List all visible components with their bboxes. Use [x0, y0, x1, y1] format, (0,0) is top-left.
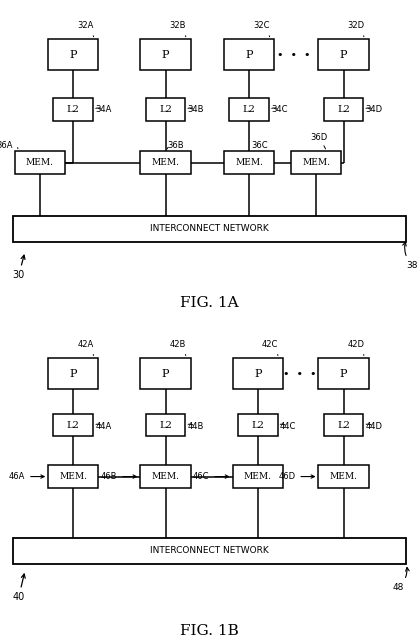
- Text: 48: 48: [392, 567, 409, 592]
- Text: •  •  •: • • •: [277, 50, 310, 60]
- Text: 46A: 46A: [9, 472, 44, 481]
- Bar: [54, 99, 93, 121]
- Text: MEM.: MEM.: [26, 158, 54, 167]
- Text: P: P: [70, 368, 77, 379]
- Text: P: P: [340, 50, 347, 60]
- Bar: [224, 39, 274, 70]
- Text: 32C: 32C: [253, 21, 270, 37]
- Text: 42A: 42A: [78, 340, 94, 355]
- Text: 34B: 34B: [188, 105, 204, 114]
- Bar: [15, 151, 65, 174]
- Bar: [13, 216, 406, 242]
- Text: L2: L2: [67, 105, 80, 114]
- Text: 34C: 34C: [272, 105, 288, 114]
- Text: 44C: 44C: [279, 422, 296, 431]
- Text: •  •  •: • • •: [283, 368, 316, 379]
- Text: 44A: 44A: [95, 422, 111, 431]
- Text: L2: L2: [67, 421, 80, 430]
- Text: 42D: 42D: [348, 340, 365, 355]
- Bar: [54, 414, 93, 437]
- Text: 36A: 36A: [0, 141, 13, 150]
- Bar: [140, 358, 191, 389]
- Text: 30: 30: [13, 255, 25, 281]
- Text: 44B: 44B: [188, 422, 204, 431]
- Bar: [323, 99, 363, 121]
- Text: P: P: [162, 368, 169, 379]
- Text: L2: L2: [251, 421, 264, 430]
- Text: 40: 40: [13, 574, 25, 603]
- Text: FIG. 1B: FIG. 1B: [180, 624, 239, 638]
- Bar: [318, 358, 369, 389]
- Bar: [323, 414, 363, 437]
- Bar: [233, 358, 283, 389]
- Text: 34A: 34A: [95, 105, 112, 114]
- Text: L2: L2: [159, 105, 172, 114]
- Text: MEM.: MEM.: [235, 158, 263, 167]
- Bar: [230, 99, 269, 121]
- Text: 34D: 34D: [365, 105, 383, 114]
- Text: 36D: 36D: [310, 133, 327, 142]
- Text: P: P: [246, 50, 253, 60]
- Bar: [48, 465, 98, 488]
- Text: 38: 38: [403, 242, 418, 270]
- Bar: [140, 39, 191, 70]
- Bar: [48, 358, 98, 389]
- Text: FIG. 1A: FIG. 1A: [180, 296, 239, 310]
- Bar: [238, 414, 277, 437]
- Text: MEM.: MEM.: [152, 472, 179, 481]
- Text: P: P: [70, 50, 77, 60]
- Text: 36B: 36B: [168, 141, 184, 150]
- Bar: [13, 538, 406, 564]
- Bar: [233, 465, 283, 488]
- Text: 36C: 36C: [251, 141, 268, 150]
- Text: P: P: [340, 368, 347, 379]
- Text: MEM.: MEM.: [303, 158, 330, 167]
- Text: L2: L2: [337, 105, 350, 114]
- Bar: [146, 99, 185, 121]
- Text: 46B: 46B: [101, 472, 136, 481]
- Text: MEM.: MEM.: [152, 158, 179, 167]
- Bar: [140, 465, 191, 488]
- Bar: [318, 39, 369, 70]
- Text: 32D: 32D: [348, 21, 365, 37]
- Text: 32B: 32B: [170, 21, 186, 37]
- Text: 32A: 32A: [78, 21, 94, 37]
- Text: MEM.: MEM.: [244, 472, 272, 481]
- Bar: [146, 414, 185, 437]
- Text: P: P: [254, 368, 261, 379]
- Text: 42B: 42B: [170, 340, 186, 355]
- Text: MEM.: MEM.: [330, 472, 357, 481]
- Bar: [291, 151, 341, 174]
- Text: 44D: 44D: [365, 422, 383, 431]
- Text: MEM.: MEM.: [59, 472, 87, 481]
- Text: 42C: 42C: [262, 340, 278, 355]
- Text: L2: L2: [243, 105, 256, 114]
- Bar: [140, 151, 191, 174]
- Bar: [318, 465, 369, 488]
- Text: P: P: [162, 50, 169, 60]
- Text: 46C: 46C: [193, 472, 228, 481]
- Text: 46D: 46D: [278, 472, 314, 481]
- Text: L2: L2: [337, 421, 350, 430]
- Text: INTERCONNECT NETWORK: INTERCONNECT NETWORK: [150, 546, 269, 555]
- Text: L2: L2: [159, 421, 172, 430]
- Bar: [224, 151, 274, 174]
- Bar: [48, 39, 98, 70]
- Text: INTERCONNECT NETWORK: INTERCONNECT NETWORK: [150, 224, 269, 233]
